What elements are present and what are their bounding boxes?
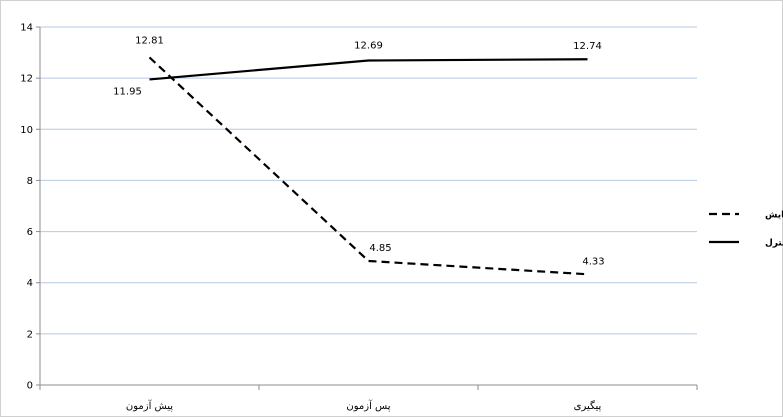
data-label: 4.33 <box>582 256 604 267</box>
x-tick-label: پس آزمون <box>346 399 390 412</box>
y-tick-label: 2 <box>27 329 33 340</box>
y-tick-label: 8 <box>27 176 33 187</box>
data-label: 12.69 <box>354 40 383 51</box>
data-label: 12.81 <box>135 35 164 46</box>
y-tick-label: 6 <box>27 227 33 238</box>
data-label: 4.85 <box>369 243 391 254</box>
y-tick-label: 12 <box>20 74 33 85</box>
data-label: 12.74 <box>573 41 602 52</box>
x-tick-label: پیش آزمون <box>126 399 173 412</box>
y-tick-label: 14 <box>20 23 33 34</box>
series-line-1 <box>149 58 588 81</box>
y-tick-label: 10 <box>20 125 33 136</box>
y-tick-label: 0 <box>27 381 33 392</box>
legend-label: کنترل <box>765 239 783 249</box>
x-tick-label: پیگیری <box>574 400 602 412</box>
legend-label: آزمایش <box>765 209 783 221</box>
series-line-0 <box>148 56 588 276</box>
y-tick-label: 4 <box>27 278 33 289</box>
data-label: 11.95 <box>113 86 142 97</box>
